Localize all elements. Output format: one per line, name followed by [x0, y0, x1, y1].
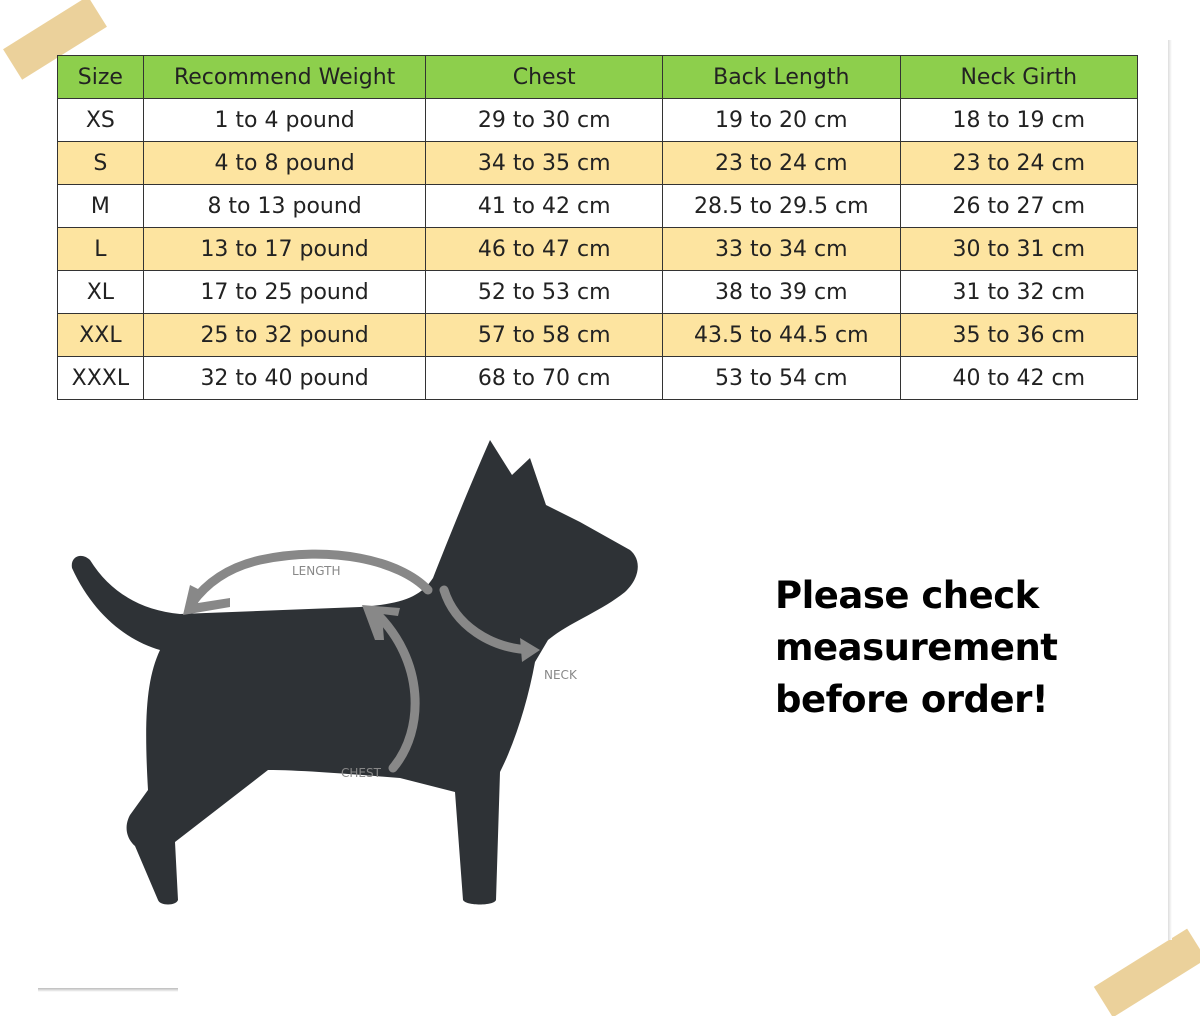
page-edge-shadow-bottom: [38, 988, 178, 992]
note-line-1: Please check: [775, 574, 1039, 617]
table-cell: 29 to 30 cm: [425, 98, 663, 142]
column-header: Chest: [425, 55, 663, 99]
table-cell: 68 to 70 cm: [425, 356, 663, 400]
table-cell: 18 to 19 cm: [899, 98, 1139, 142]
column-header: Recommend Weight: [142, 55, 427, 99]
chest-label: CHEST: [341, 766, 382, 780]
table-cell: 41 to 42 cm: [425, 184, 663, 228]
table-cell: XXL: [57, 313, 144, 357]
length-arrow: [187, 549, 433, 608]
table-cell: XS: [57, 98, 144, 142]
table-cell: 46 to 47 cm: [425, 227, 663, 271]
size-table: Size Recommend Weight Chest Back Length Neck…: [57, 55, 1139, 400]
table-cell: L: [57, 227, 144, 271]
table-cell: M: [57, 184, 144, 228]
chest-arrowhead-icon: [362, 605, 400, 640]
note-line-3: before order!: [775, 678, 1049, 721]
table-cell: 31 to 32 cm: [899, 270, 1139, 314]
table-cell: XXXL: [57, 356, 144, 400]
table-cell: 8 to 13 pound: [142, 184, 427, 228]
table-row: XS 1 to 4 pound 29 to 30 cm 19 to 20 cm 18 t…: [57, 98, 1139, 142]
table-row: XXXL 32 to 40 pound 68 to 70 cm 53 to 54 cm…: [57, 356, 1139, 400]
table-cell: 28.5 to 29.5 cm: [661, 184, 901, 228]
table-cell: 25 to 32 pound: [142, 313, 427, 357]
table-cell: 40 to 42 cm: [899, 356, 1139, 400]
table-cell: 33 to 34 cm: [661, 227, 901, 271]
table-cell: 30 to 31 cm: [899, 227, 1139, 271]
table-cell: 35 to 36 cm: [899, 313, 1139, 357]
column-header: Back Length: [661, 55, 901, 99]
table-cell: 19 to 20 cm: [661, 98, 901, 142]
neck-arrowhead-icon: [520, 638, 540, 662]
table-cell: 57 to 58 cm: [425, 313, 663, 357]
neck-label: NECK: [544, 668, 578, 682]
table-row: L 13 to 17 pound 46 to 47 cm 33 to 34 cm 30 …: [57, 227, 1139, 271]
table-cell: 17 to 25 pound: [142, 270, 427, 314]
table-cell: 52 to 53 cm: [425, 270, 663, 314]
dog-silhouette: [71, 440, 638, 905]
table-row: XXL 25 to 32 pound 57 to 58 cm 43.5 to 44.5…: [57, 313, 1139, 357]
table-header-row: Size Recommend Weight Chest Back Length Neck…: [57, 55, 1139, 99]
table-cell: 34 to 35 cm: [425, 141, 663, 185]
neck-arrow: [439, 585, 535, 655]
table-cell: 4 to 8 pound: [142, 141, 427, 185]
length-arrowhead-icon: [183, 585, 230, 615]
chest-arrow: [370, 607, 420, 773]
column-header: Size: [57, 55, 144, 99]
measurement-note: Please check measurement before order!: [775, 570, 1058, 726]
column-header: Neck Girth: [899, 55, 1139, 99]
table-cell: S: [57, 141, 144, 185]
note-line-2: measurement: [775, 626, 1058, 669]
table-cell: 43.5 to 44.5 cm: [661, 313, 901, 357]
length-label: LENGTH: [292, 564, 340, 578]
table-cell: 32 to 40 pound: [142, 356, 427, 400]
table-cell: 53 to 54 cm: [661, 356, 901, 400]
table-cell: 23 to 24 cm: [899, 141, 1139, 185]
page-edge-shadow-right: [1168, 40, 1172, 940]
